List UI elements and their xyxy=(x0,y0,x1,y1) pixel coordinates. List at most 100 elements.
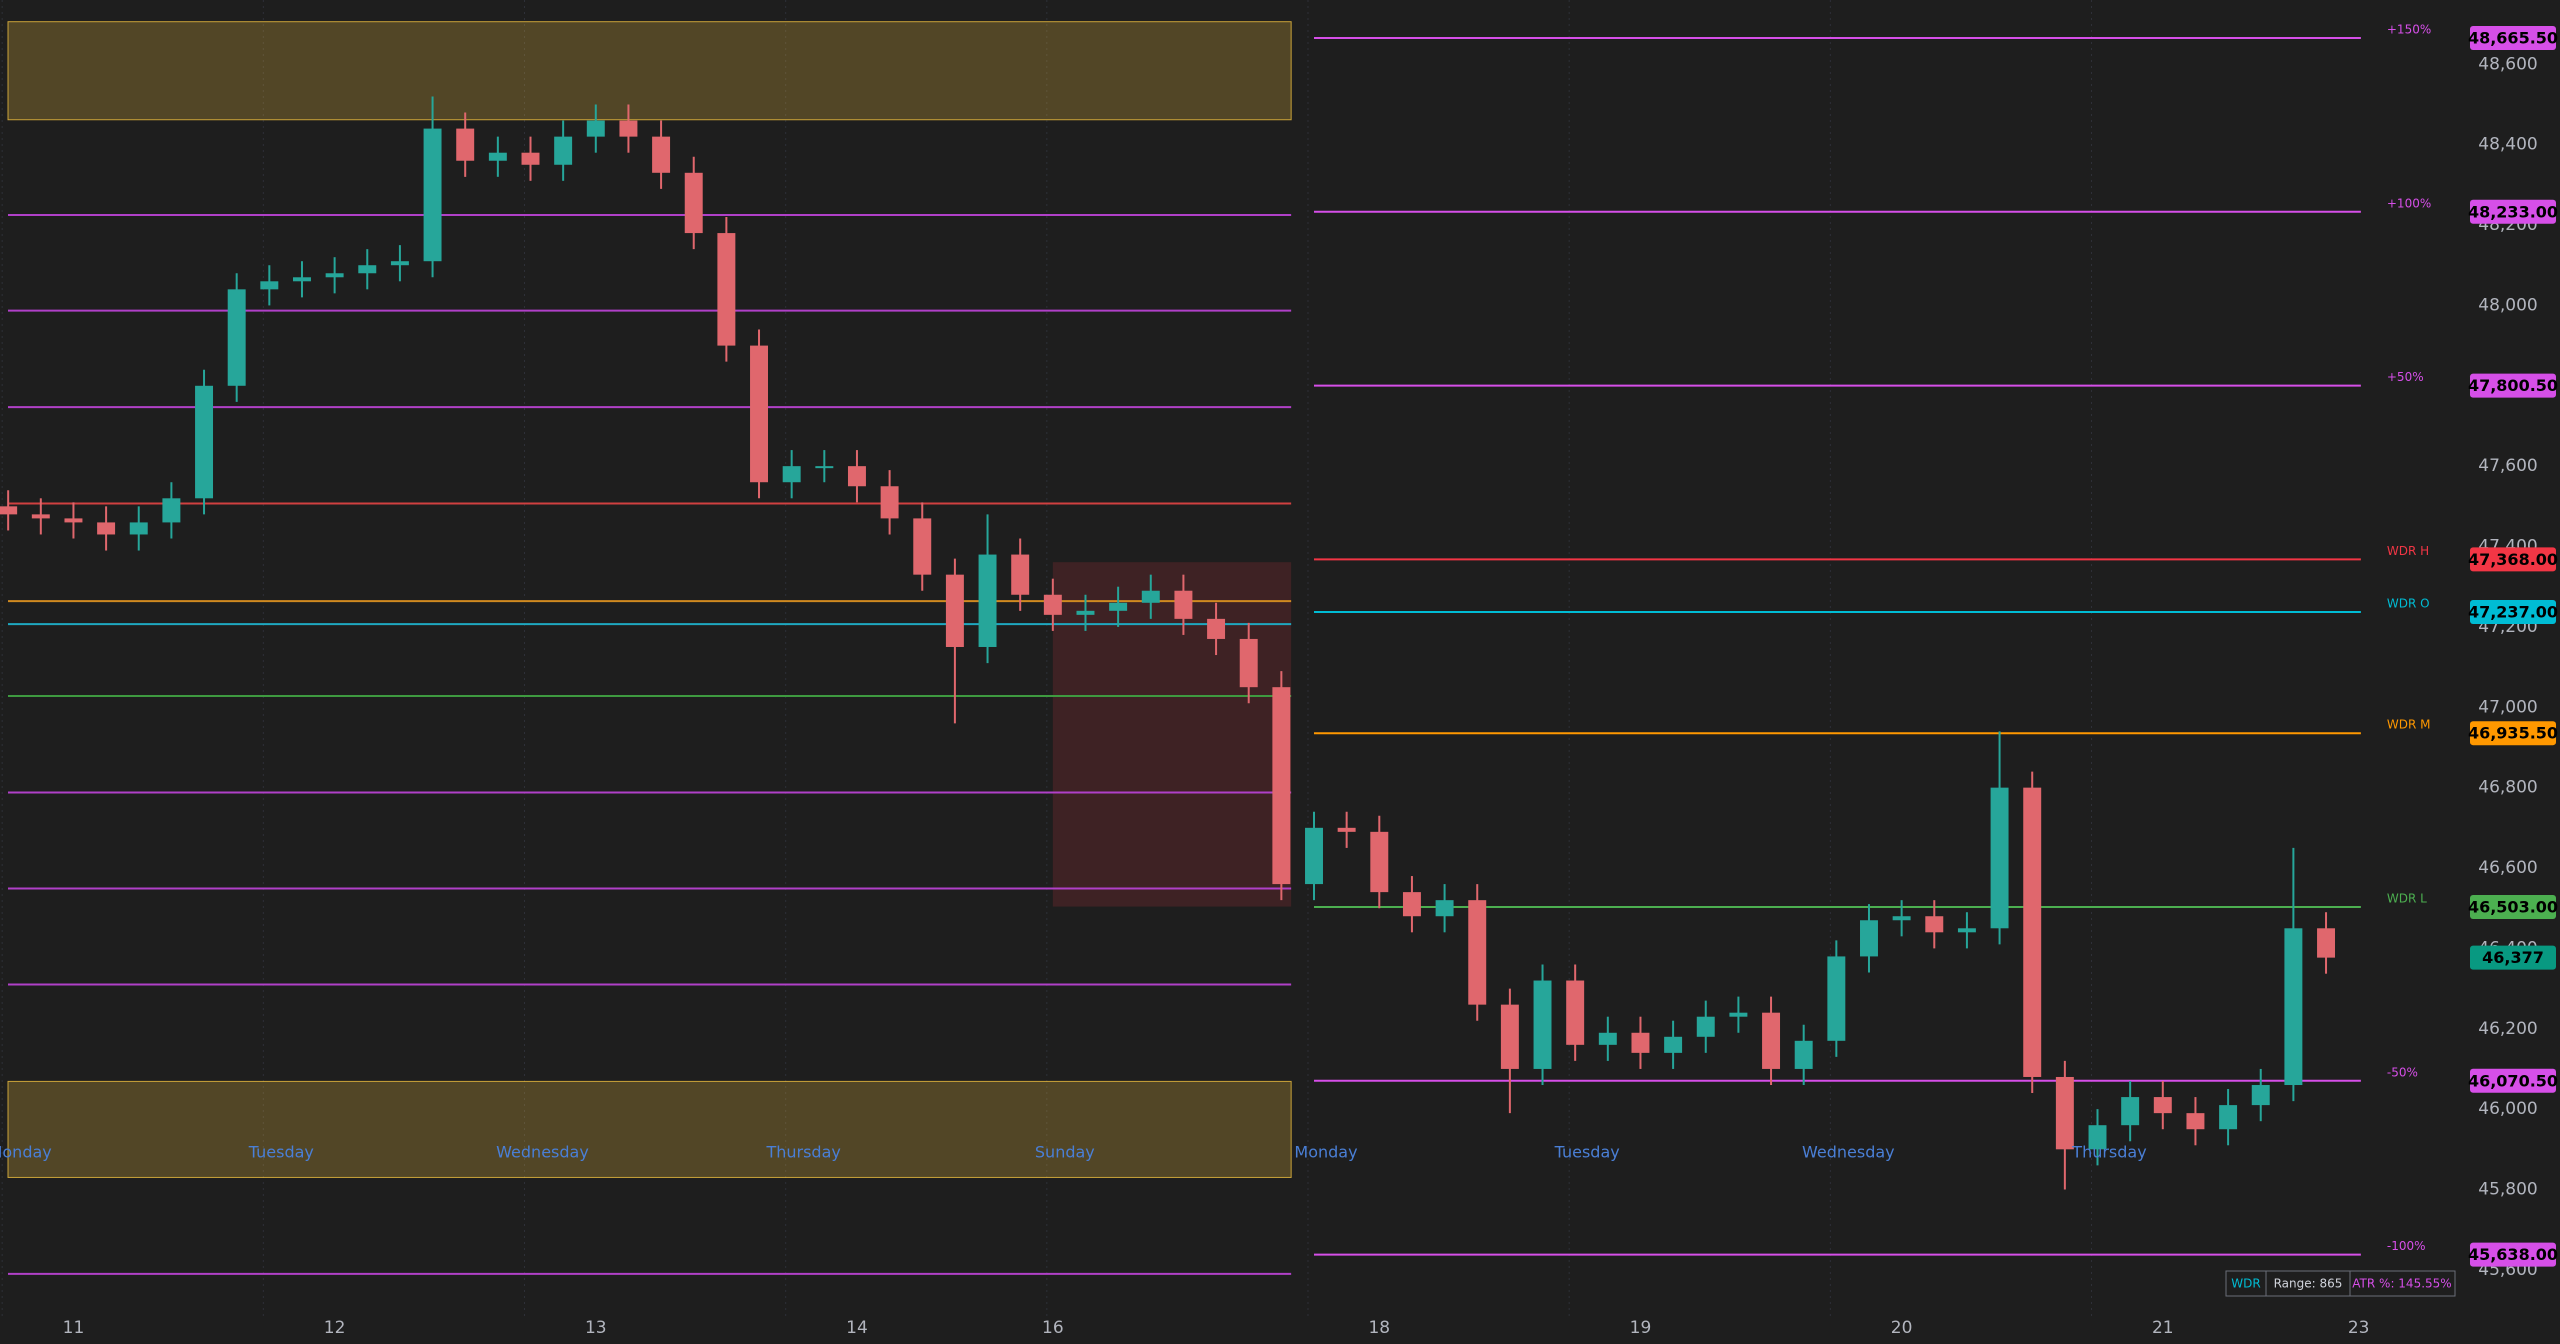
day-label: Tuesday xyxy=(248,1143,314,1162)
day-label: Thursday xyxy=(765,1143,840,1162)
x-tick-label: 21 xyxy=(2152,1318,2174,1338)
candle-body xyxy=(1370,831,1389,893)
candle-body xyxy=(1762,1012,1781,1069)
level-name: WDR H xyxy=(2387,544,2429,558)
level-tag-box xyxy=(2470,547,2556,572)
zone xyxy=(7,1080,1292,1178)
info-frame xyxy=(2225,1270,2456,1297)
level-name: -50% xyxy=(2387,1065,2418,1079)
level-name: +100% xyxy=(2387,196,2431,210)
candle-body xyxy=(2153,1097,2172,1114)
level-tag-box xyxy=(2470,1242,2556,1267)
candle-body xyxy=(1305,827,1323,885)
x-tick-label: 18 xyxy=(1368,1318,1390,1338)
day-label: Thursday xyxy=(2071,1143,2146,1162)
candle-body xyxy=(1468,900,1487,1005)
candle-body xyxy=(521,152,540,165)
candle-body xyxy=(586,120,605,137)
candle-body xyxy=(0,506,18,515)
x-tick-label: 11 xyxy=(63,1318,85,1338)
candle-body xyxy=(1533,980,1552,1069)
x-tick-label: 13 xyxy=(585,1318,607,1338)
candle-body xyxy=(1207,618,1226,639)
candle-body xyxy=(554,136,573,165)
level-name: WDR O xyxy=(2387,597,2430,611)
candle-body xyxy=(162,498,181,523)
level-tag: 48,233.00 xyxy=(2468,202,2558,221)
candle-body xyxy=(2317,928,2336,958)
y-tick-label: 46,600 xyxy=(2478,858,2537,878)
info-box: WDR Range: 865 ATR %: 145.55% xyxy=(2225,1270,2456,1297)
candle-body xyxy=(260,281,279,290)
candle-body xyxy=(2088,1125,2107,1150)
level-tag-box xyxy=(2470,894,2556,919)
day-label: Monday xyxy=(1294,1143,1357,1162)
level-tag: 47,800.50 xyxy=(2468,376,2558,395)
candle-body xyxy=(1174,590,1193,619)
level-tag-box xyxy=(2470,373,2556,398)
candle-body xyxy=(782,466,801,483)
y-tick-label: 46,200 xyxy=(2478,1019,2537,1039)
candle-body xyxy=(1043,594,1062,615)
y-tick-label: 47,000 xyxy=(2478,697,2537,717)
level-tag-box xyxy=(2470,199,2556,224)
x-tick-label: 20 xyxy=(1891,1318,1913,1338)
candle-body xyxy=(1141,590,1160,603)
last-price-tag: 46,377 xyxy=(2482,948,2544,967)
info-name: WDR xyxy=(2231,1277,2260,1291)
candle-body xyxy=(195,385,214,499)
y-tick-label: 46,800 xyxy=(2478,778,2537,798)
candle-body xyxy=(1500,1004,1519,1069)
candle-body xyxy=(1664,1036,1683,1053)
candle-body xyxy=(390,261,409,266)
candle-body xyxy=(815,466,834,469)
y-tick-label: 47,600 xyxy=(2478,456,2537,476)
candle-body xyxy=(619,120,638,137)
candle-body xyxy=(1990,787,2009,929)
candle-body xyxy=(1566,980,1585,1045)
candle-body xyxy=(2186,1113,2205,1130)
y-tick-label: 48,400 xyxy=(2478,135,2537,155)
candle-body xyxy=(1011,554,1030,595)
candle-body xyxy=(325,273,344,278)
candle-body xyxy=(880,486,899,519)
y-tick-label: 48,600 xyxy=(2478,54,2537,74)
candle-body xyxy=(847,466,866,487)
level-tag: 48,665.50 xyxy=(2468,28,2558,47)
candle-body xyxy=(1892,916,1911,921)
x-tick-label: 23 xyxy=(2348,1318,2370,1338)
candle-body xyxy=(1435,900,1454,917)
candle-body xyxy=(2055,1076,2074,1150)
x-tick-label: 16 xyxy=(1042,1318,1064,1338)
candle-body xyxy=(2284,928,2303,1086)
y-tick-label: 45,800 xyxy=(2478,1179,2537,1199)
level-name: +150% xyxy=(2387,22,2431,36)
candle-body xyxy=(913,518,932,575)
candle-body xyxy=(1272,687,1291,885)
candle-body xyxy=(1696,1016,1715,1037)
range-box xyxy=(1052,562,1292,907)
candle-body xyxy=(750,345,768,483)
y-tick-label: 48,000 xyxy=(2478,295,2537,315)
candle-body xyxy=(1337,827,1356,832)
last-price-tag-box xyxy=(2470,945,2556,970)
candle-body xyxy=(358,265,377,274)
level-name: -100% xyxy=(2387,1239,2426,1253)
info-atr: ATR %: 145.55% xyxy=(2352,1277,2451,1291)
y-tick-label: 46,000 xyxy=(2478,1099,2537,1119)
level-tag-box xyxy=(2470,25,2556,50)
candle-body xyxy=(488,152,507,161)
x-tick-label: 19 xyxy=(1630,1318,1652,1338)
level-name: WDR M xyxy=(2387,718,2431,732)
candle-body xyxy=(1925,916,1944,933)
candle-body xyxy=(1402,892,1421,917)
day-label: Wednesday xyxy=(1802,1143,1895,1162)
candle-body xyxy=(1729,1012,1748,1017)
candle-body xyxy=(652,136,671,173)
info-range: Range: 865 xyxy=(2274,1277,2343,1291)
level-tag: 46,070.50 xyxy=(2468,1071,2558,1090)
candle-body xyxy=(1860,920,1878,957)
candle-body xyxy=(1239,638,1258,688)
candle-body xyxy=(945,574,964,647)
